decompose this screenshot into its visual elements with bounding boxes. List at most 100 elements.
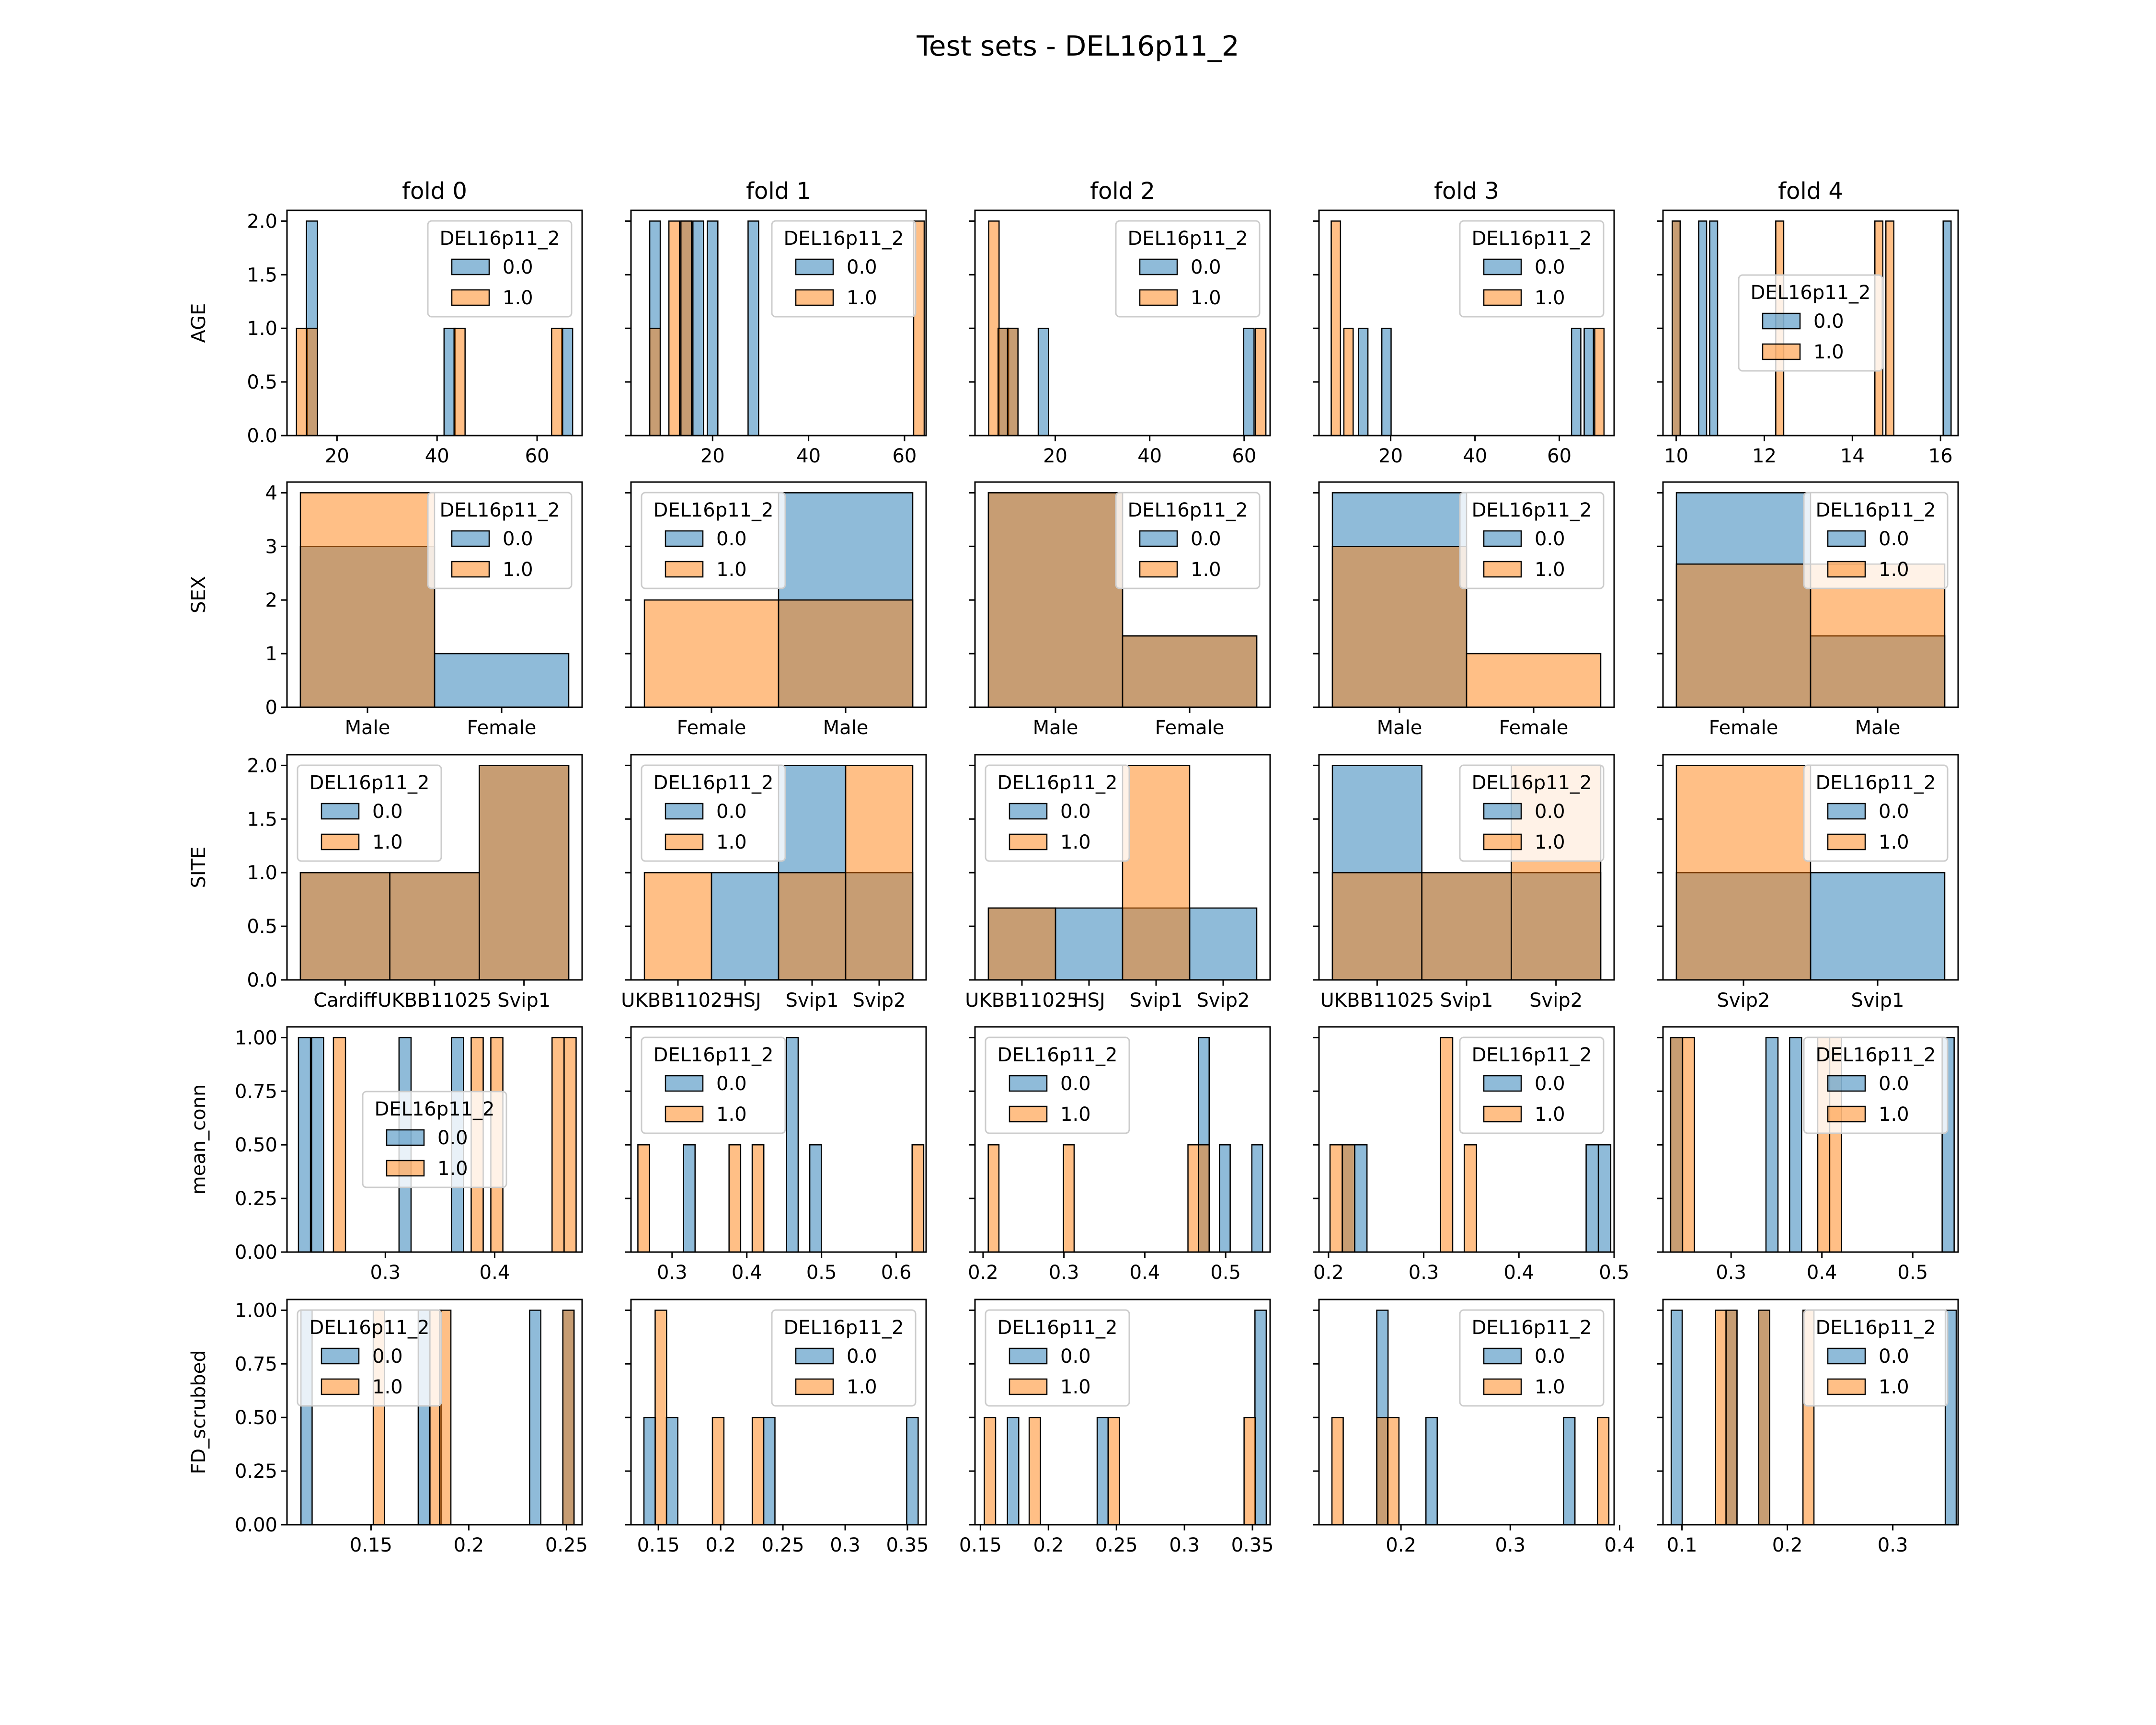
legend: DEL16p11_2 0.0 1.0	[1803, 764, 1949, 862]
x-tick-label: 0.3	[1716, 1262, 1746, 1284]
bar-group-1	[987, 492, 1124, 708]
legend-swatch-1	[1827, 1105, 1866, 1123]
legend: DEL16p11_2 0.0 1.0	[1803, 1309, 1949, 1407]
legend-title: DEL16p11_2	[375, 1098, 495, 1120]
legend-swatch-1	[1827, 1378, 1866, 1395]
legend-swatch-0	[1827, 1347, 1866, 1365]
x-tick-label: 0.2	[705, 1534, 736, 1556]
bar-group-0	[434, 653, 570, 708]
panel: 20 40 60 0.0 0.5 1.0 1.5 2.0 DEL16p11_2 0.0 1.0	[247, 209, 583, 467]
x-tick-label: 14	[1840, 445, 1865, 467]
legend-swatch-0	[1483, 1347, 1522, 1365]
panel: Svip2 Svip1 DEL16p11_2 0.0 1.0	[1657, 754, 1959, 1012]
x-tick-label: Svip1	[497, 989, 550, 1012]
legend-swatch-1	[795, 289, 834, 306]
column-title: fold 1	[746, 178, 811, 205]
legend-swatch-1	[1483, 561, 1522, 578]
y-tick-label: 1.5	[247, 264, 277, 286]
legend-label: 0.0	[1813, 310, 1844, 333]
axes-frame	[974, 209, 1271, 437]
x-tick-label: UKBB11025	[378, 989, 492, 1012]
bar-group-0	[1563, 1416, 1576, 1526]
legend-title: DEL16p11_2	[310, 1317, 430, 1339]
bar-group-0	[1810, 872, 1946, 981]
axes-frame	[1662, 209, 1959, 437]
bar-group-0	[665, 1416, 678, 1526]
legend: DEL16p11_2 0.0 1.0	[427, 220, 573, 318]
y-tick-label: 1	[265, 643, 277, 665]
bar-group-1	[1255, 327, 1267, 437]
x-tick-label: 20	[1043, 445, 1067, 467]
axes-frame	[1662, 1299, 1959, 1526]
axes-frame	[1318, 1299, 1615, 1526]
bar-group-0	[1251, 1144, 1263, 1253]
legend-title: DEL16p11_2	[310, 772, 430, 794]
legend-swatch-1	[451, 561, 490, 578]
x-tick-label: Svip2	[852, 989, 906, 1012]
legend-label: 1.0	[1535, 831, 1565, 853]
legend-label: 1.0	[1060, 1104, 1091, 1126]
bar-group-1	[551, 1037, 565, 1253]
legend-label: 0.0	[372, 801, 403, 823]
legend-label: 0.0	[1535, 1073, 1565, 1095]
x-tick-label: 0.25	[1095, 1534, 1138, 1556]
legend-label: 1.0	[1060, 831, 1091, 853]
x-tick-label: 0.15	[350, 1534, 392, 1556]
bar-group-1	[845, 765, 914, 981]
bar-group-0	[809, 1144, 822, 1253]
legend-title: DEL16p11_2	[1472, 1044, 1592, 1066]
row-label: AGE	[188, 303, 210, 343]
bar-group-1	[643, 872, 712, 981]
legend-label: 1.0	[1191, 287, 1221, 309]
legend-title: DEL16p11_2	[784, 228, 904, 250]
x-tick-label: 0.3	[1169, 1534, 1200, 1556]
x-tick-label: 16	[1928, 445, 1953, 467]
y-tick-label: 0.00	[235, 1514, 277, 1536]
x-tick-label: Svip1	[785, 989, 838, 1012]
x-tick-label: Svip2	[1196, 989, 1250, 1012]
legend-swatch-0	[1483, 530, 1522, 547]
legend-title: DEL16p11_2	[654, 772, 774, 794]
x-tick-label: 60	[1547, 445, 1571, 467]
panel: 0.15 0.2 0.25 0.00 0.25 0.50 0.75 1.00 DEL16p11_…	[235, 1299, 588, 1556]
legend-label: 1.0	[437, 1158, 468, 1180]
legend-label: 1.0	[1879, 831, 1909, 853]
legend-title: DEL16p11_2	[1816, 1044, 1936, 1066]
x-tick-label: Female	[467, 717, 537, 739]
bar-group-1	[984, 1416, 997, 1526]
legend: DEL16p11_2 0.0 1.0	[985, 1036, 1130, 1134]
legend-label: 0.0	[716, 528, 747, 550]
legend-label: 0.0	[716, 1073, 747, 1095]
legend-swatch-0	[1009, 803, 1048, 820]
bar-group-1	[1682, 1037, 1695, 1253]
legend-swatch-0	[1827, 803, 1866, 820]
axes-frame	[1662, 754, 1959, 981]
bar-group-1	[453, 327, 466, 437]
bar-group-0	[747, 220, 759, 437]
panel: 20 40 60 DEL16p11_2 0.0 1.0	[625, 209, 927, 467]
legend-label: 1.0	[1191, 559, 1221, 581]
bar-group-0	[1243, 327, 1255, 437]
y-tick-label: 0.5	[247, 916, 277, 938]
axes-frame	[1318, 1026, 1615, 1253]
x-tick-label: Male	[1033, 717, 1078, 739]
legend-title: DEL16p11_2	[1472, 499, 1592, 521]
bar-group-1	[1331, 546, 1468, 708]
legend-label: 1.0	[503, 559, 533, 581]
axes-frame	[286, 209, 583, 437]
x-tick-label: 60	[892, 445, 917, 467]
bar-group-1	[1028, 1416, 1041, 1526]
bar-group-1	[778, 872, 847, 981]
y-tick-label: 0.5	[247, 371, 277, 393]
bar-group-1	[1672, 220, 1681, 437]
x-tick-label: 12	[1752, 445, 1777, 467]
y-tick-label: 1.00	[235, 1027, 277, 1049]
y-tick-label: 2.0	[247, 210, 277, 232]
axes-frame	[630, 1299, 927, 1526]
bar-group-0	[1670, 1310, 1683, 1526]
panel: 0.2 0.3 0.4 DEL16p11_2 0.0 1.0	[1313, 1299, 1635, 1556]
panel: Male Female DEL16p11_2 0.0 1.0	[969, 481, 1271, 739]
legend-swatch-0	[451, 258, 490, 276]
